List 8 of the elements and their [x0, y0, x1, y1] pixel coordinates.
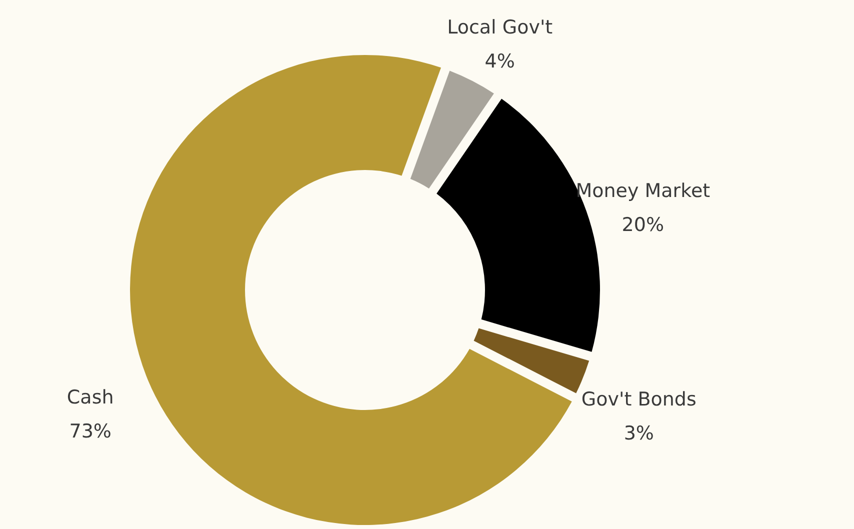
slice-label: Gov't Bonds — [581, 388, 696, 411]
data-label: 20% — [622, 214, 664, 236]
data-label: 3% — [624, 422, 654, 445]
slice-label: Money Market — [576, 180, 710, 202]
data-label: 73% — [69, 420, 112, 443]
slice-label: Local Gov't — [447, 16, 553, 39]
data-label: 4% — [484, 50, 515, 73]
slice-label: Cash — [66, 386, 114, 409]
